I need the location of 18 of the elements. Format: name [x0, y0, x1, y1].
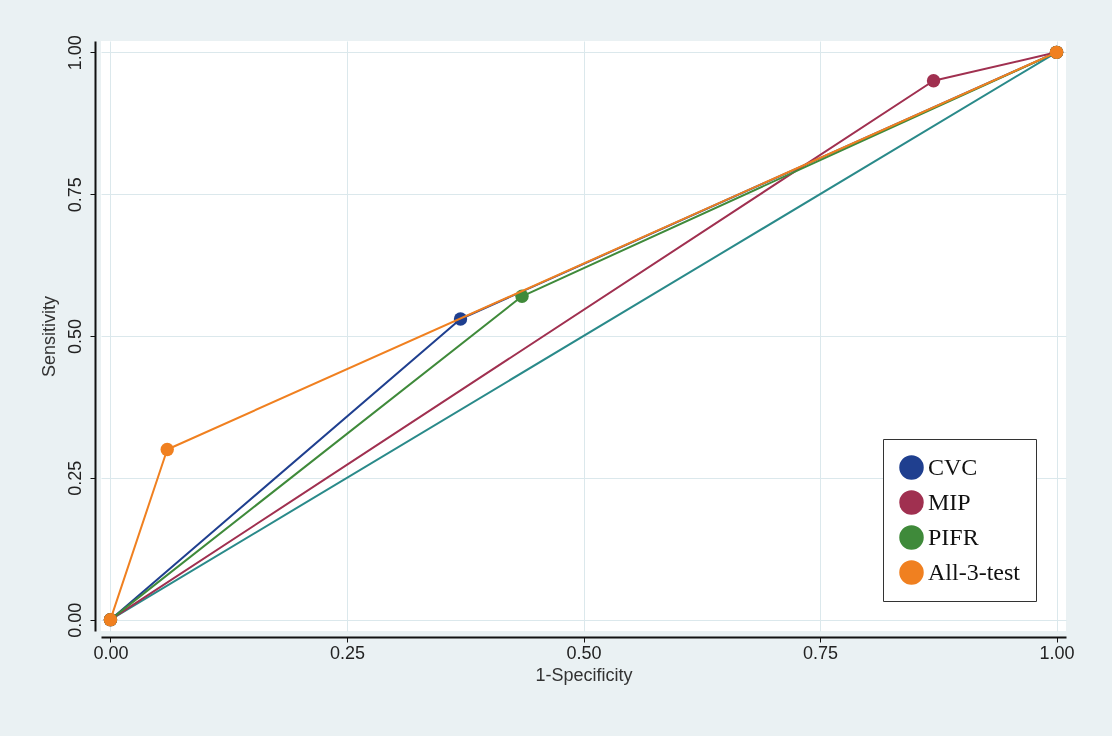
y-tick-label: 1.00	[64, 35, 85, 71]
legend-label: All-3-test	[928, 558, 1021, 585]
legend-label: MIP	[928, 488, 971, 515]
point	[926, 74, 941, 88]
y-tick-label: 0.00	[64, 602, 85, 638]
y-axis-title: Sensitivity	[38, 295, 59, 378]
y-tick-label: 0.75	[64, 177, 85, 213]
point	[160, 442, 174, 457]
x-tick-label: 0.00	[93, 642, 129, 663]
legend-label: PIFR	[928, 523, 979, 550]
x-tick-label: 1.00	[1039, 642, 1075, 663]
y-tick-label: 0.25	[64, 460, 85, 496]
y-tick-label: 0.50	[64, 318, 85, 355]
x-tick-label: 0.75	[803, 642, 839, 663]
x-tick-label: 0.25	[329, 642, 365, 663]
x-tick-label: 0.50	[566, 642, 602, 663]
x-axis-title: 1-Specificity	[535, 664, 633, 685]
legend-label: CVC	[928, 453, 978, 480]
